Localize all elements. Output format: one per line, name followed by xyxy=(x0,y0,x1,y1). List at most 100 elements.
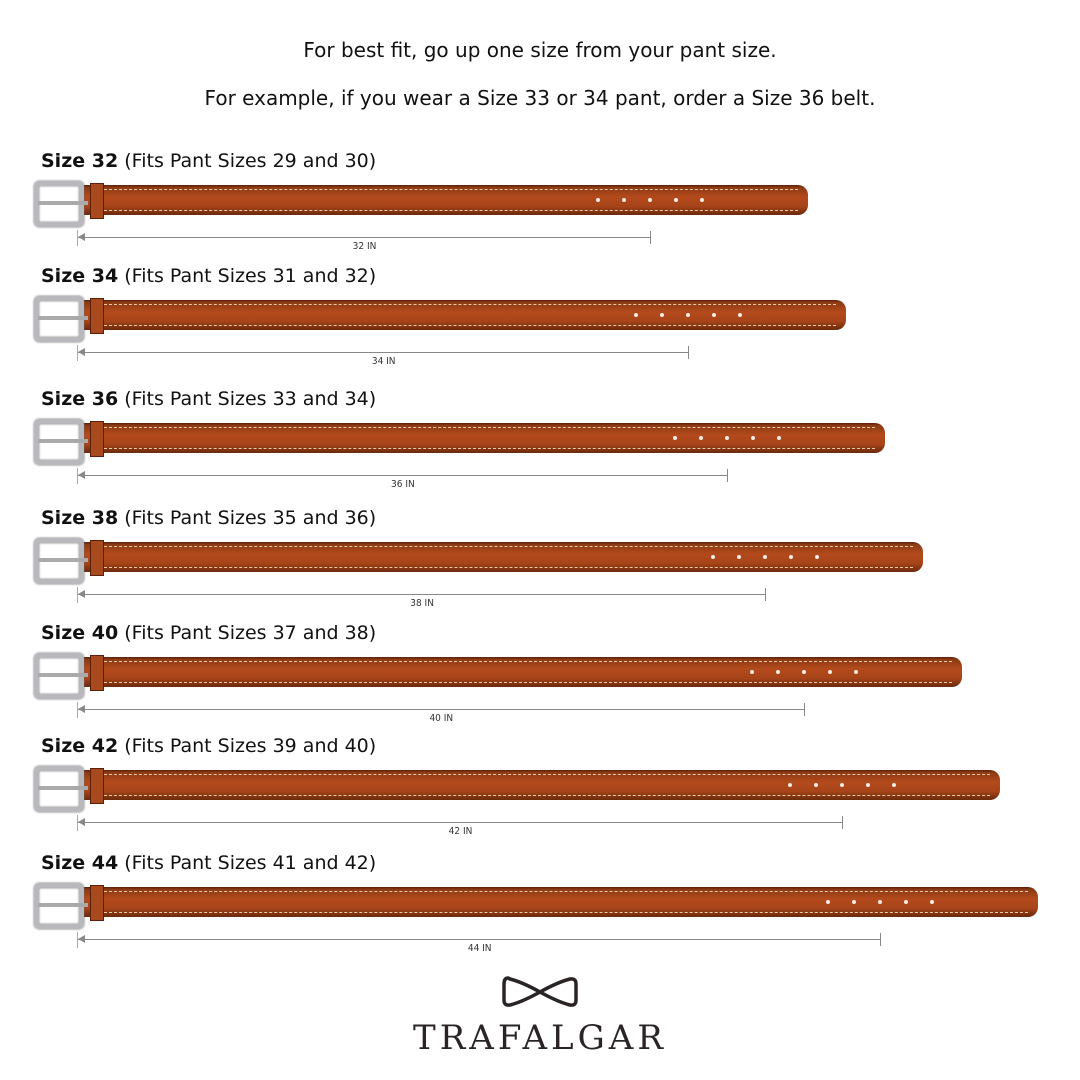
size-name: Size 42 xyxy=(41,735,119,757)
measure-start-tick xyxy=(77,815,78,831)
buckle-prong xyxy=(38,786,88,790)
belt-keeper xyxy=(90,768,104,804)
size-name: Size 34 xyxy=(41,265,119,287)
belt-hole xyxy=(634,313,639,317)
belt-strap xyxy=(80,185,808,215)
belt-hole xyxy=(840,783,844,787)
belt-hole xyxy=(738,313,743,317)
belt-keeper xyxy=(90,421,104,457)
belt-hole xyxy=(749,670,754,674)
fits-pant-sizes: (Fits Pant Sizes 33 and 34) xyxy=(124,388,377,410)
belt-hole xyxy=(712,313,717,317)
intro-line-1: For best fit, go up one size from your p… xyxy=(303,38,777,62)
belt-hole xyxy=(776,436,781,440)
belt-row: Size 36 (Fits Pant Sizes 33 and 34) 36 I… xyxy=(0,388,1080,503)
belt-hole xyxy=(724,436,729,440)
measure-start-tick xyxy=(77,702,78,718)
belt-hole xyxy=(674,198,678,202)
belt-hole xyxy=(789,555,794,559)
belt-hole xyxy=(826,900,831,904)
belt-strap xyxy=(80,542,924,572)
belt-strap xyxy=(80,887,1039,917)
belt-row: Size 42 (Fits Pant Sizes 39 and 40) 42 I… xyxy=(0,735,1080,850)
fits-pant-sizes: (Fits Pant Sizes 35 and 36) xyxy=(124,507,377,529)
size-label: Size 38 (Fits Pant Sizes 35 and 36) xyxy=(41,507,376,529)
belt-hole xyxy=(763,555,768,559)
size-label: Size 36 (Fits Pant Sizes 33 and 34) xyxy=(41,388,376,410)
buckle-prong xyxy=(38,673,88,677)
belt-hole xyxy=(788,783,792,787)
size-name: Size 32 xyxy=(41,150,119,172)
buckle-prong xyxy=(38,201,88,205)
intro-line-2: For example, if you wear a Size 33 or 34… xyxy=(204,86,876,110)
brand-logo-text: TRAFALGAR xyxy=(413,1018,667,1058)
belt-hole xyxy=(750,436,755,440)
measure-line xyxy=(78,703,805,716)
buckle-prong xyxy=(38,439,88,443)
size-name: Size 38 xyxy=(41,507,119,529)
belt-keeper xyxy=(90,540,104,576)
belt-hole xyxy=(648,198,652,202)
measure-start-tick xyxy=(77,932,78,948)
fits-pant-sizes: (Fits Pant Sizes 37 and 38) xyxy=(124,622,377,644)
measure-line xyxy=(78,933,882,946)
size-name: Size 44 xyxy=(41,852,119,874)
fits-pant-sizes: (Fits Pant Sizes 39 and 40) xyxy=(124,735,377,757)
measure-start-tick xyxy=(77,587,78,603)
measure-label: 44 IN xyxy=(467,943,492,954)
belt-hole xyxy=(711,555,716,559)
size-label: Size 42 (Fits Pant Sizes 39 and 40) xyxy=(41,735,376,757)
belt-hole xyxy=(686,313,691,317)
belt-strap xyxy=(80,657,962,687)
measure-label: 32 IN xyxy=(352,241,377,252)
belt-hole xyxy=(853,670,858,674)
belt-hole xyxy=(904,900,909,904)
measure-start-tick xyxy=(77,345,78,361)
belt-hole xyxy=(737,555,742,559)
measure-start-tick xyxy=(77,230,78,246)
measure-label: 40 IN xyxy=(429,713,454,724)
belt-hole xyxy=(814,783,818,787)
belt-row: Size 32 (Fits Pant Sizes 29 and 30) 32 I… xyxy=(0,150,1080,265)
belt-strap xyxy=(80,423,885,453)
belt-hole xyxy=(878,900,883,904)
measure-start-tick xyxy=(77,468,78,484)
measure-label: 38 IN xyxy=(410,598,434,609)
belt-keeper xyxy=(90,885,104,921)
belt-strap xyxy=(80,300,847,330)
size-label: Size 34 (Fits Pant Sizes 31 and 32) xyxy=(41,265,376,287)
measure-line xyxy=(78,588,767,601)
buckle-prong xyxy=(38,316,88,320)
fits-pant-sizes: (Fits Pant Sizes 29 and 30) xyxy=(124,150,377,172)
measure-line xyxy=(78,469,728,482)
measure-label: 34 IN xyxy=(371,356,396,367)
belt-row: Size 44 (Fits Pant Sizes 41 and 42) 44 I… xyxy=(0,852,1080,967)
measure-line xyxy=(78,346,690,359)
belt-hole xyxy=(698,436,703,440)
belt-hole xyxy=(622,198,626,202)
size-name: Size 36 xyxy=(41,388,119,410)
belt-keeper xyxy=(90,298,104,334)
belt-hole xyxy=(866,783,870,787)
belt-hole xyxy=(700,198,704,202)
measure-line xyxy=(78,231,651,244)
belt-hole xyxy=(827,670,832,674)
measure-label: 42 IN xyxy=(448,826,473,837)
fits-pant-sizes: (Fits Pant Sizes 31 and 32) xyxy=(124,265,377,287)
belt-row: Size 38 (Fits Pant Sizes 35 and 36) 38 I… xyxy=(0,507,1080,622)
size-name: Size 40 xyxy=(41,622,119,644)
belt-strap xyxy=(80,770,1000,800)
measure-label: 36 IN xyxy=(391,479,415,490)
measure-line xyxy=(78,816,843,829)
belt-hole xyxy=(672,436,677,440)
buckle-prong xyxy=(38,903,88,907)
belt-hole xyxy=(930,900,935,904)
belt-hole xyxy=(892,783,896,787)
bow-tie-icon xyxy=(0,972,1080,1016)
belt-hole xyxy=(775,670,780,674)
size-label: Size 32 (Fits Pant Sizes 29 and 30) xyxy=(41,150,376,172)
belt-keeper xyxy=(90,655,104,691)
belt-keeper xyxy=(90,183,104,219)
size-label: Size 44 (Fits Pant Sizes 41 and 42) xyxy=(41,852,376,874)
belt-hole xyxy=(852,900,857,904)
